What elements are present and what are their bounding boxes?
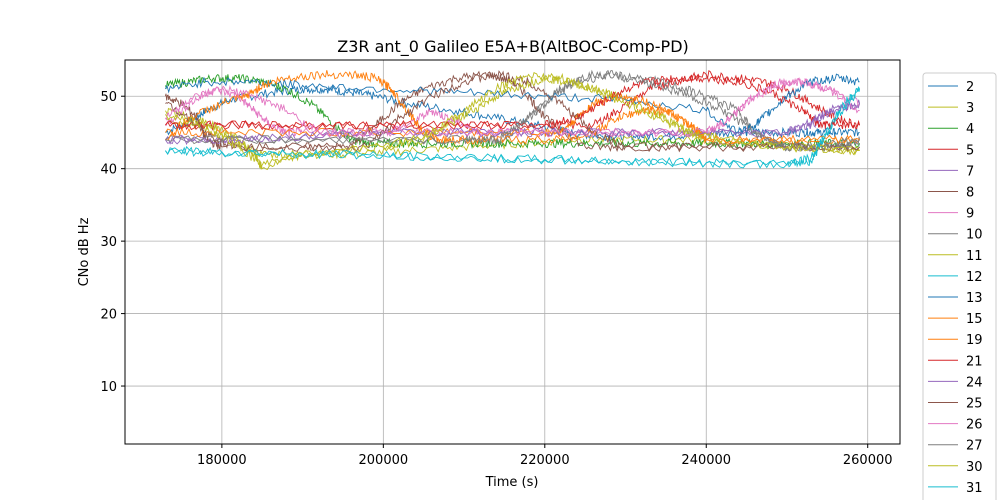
series-line-31 xyxy=(165,86,860,169)
legend-label-25: 25 xyxy=(966,397,983,412)
y-tick-label: 20 xyxy=(100,308,117,323)
series-line-19 xyxy=(165,91,860,145)
x-axis-label: Time (s) xyxy=(485,475,539,490)
series-group xyxy=(164,69,861,171)
legend-label-31: 31 xyxy=(966,481,983,496)
legend-label-19: 19 xyxy=(966,333,983,348)
x-tick-label: 200000 xyxy=(359,453,409,468)
legend-label-30: 30 xyxy=(966,460,983,475)
legend-label-12: 12 xyxy=(966,270,983,285)
legend-label-21: 21 xyxy=(966,354,983,369)
legend-label-2: 2 xyxy=(966,80,974,95)
series-line-21 xyxy=(165,74,861,132)
legend-label-9: 9 xyxy=(966,207,974,222)
legend: 2 3 4 5 7 8 9 10 11 12 13 15 19 21 24 25 26 27 30 31 xyxy=(922,72,997,500)
legend-label-26: 26 xyxy=(966,418,983,433)
y-tick-label: 10 xyxy=(100,380,117,395)
x-ticks: 180000 200000 220000 240000 260000 xyxy=(197,444,893,468)
legend-label-3: 3 xyxy=(966,101,974,116)
legend-label-5: 5 xyxy=(966,143,974,158)
series-line-30 xyxy=(165,71,860,170)
series-line-13 xyxy=(164,73,860,137)
y-tick-label: 50 xyxy=(100,90,117,105)
legend-label-4: 4 xyxy=(966,122,974,137)
legend-label-10: 10 xyxy=(966,228,983,243)
x-tick-label: 180000 xyxy=(197,453,247,468)
y-ticks: 10 20 30 40 50 xyxy=(100,90,125,395)
y-axis-label: CNo dB Hz xyxy=(77,217,92,286)
series-line-15 xyxy=(165,70,860,145)
legend-label-8: 8 xyxy=(966,186,974,201)
y-tick-label: 30 xyxy=(100,235,117,250)
chart-title: Z3R ant_0 Galileo E5A+B(AltBOC-Comp-PD) xyxy=(337,37,689,57)
legend-box xyxy=(922,72,997,500)
legend-label-7: 7 xyxy=(966,164,974,179)
x-tick-label: 260000 xyxy=(843,453,893,468)
legend-label-11: 11 xyxy=(966,249,983,264)
legend-label-24: 24 xyxy=(966,375,983,390)
y-tick-label: 40 xyxy=(100,163,117,178)
series-line-11 xyxy=(165,74,860,171)
legend-label-13: 13 xyxy=(966,291,983,306)
plot-area xyxy=(164,69,861,171)
series-line-24 xyxy=(165,100,861,146)
x-tick-label: 240000 xyxy=(681,453,731,468)
series-line-26 xyxy=(165,77,860,139)
legend-label-27: 27 xyxy=(966,439,983,454)
plot-frame xyxy=(124,59,901,445)
series-line-27 xyxy=(165,69,860,152)
legend-label-15: 15 xyxy=(966,312,983,327)
x-tick-label: 220000 xyxy=(520,453,570,468)
